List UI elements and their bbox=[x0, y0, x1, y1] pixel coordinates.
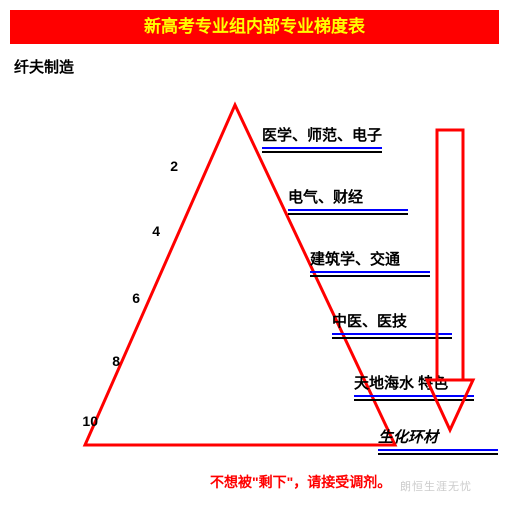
tier-number: 4 bbox=[130, 223, 160, 239]
tier-text: 医学、师范、电子 bbox=[262, 127, 382, 144]
footer-caption: 不想被"剩下"，请接受调剂。 bbox=[210, 472, 391, 492]
tier-underline bbox=[310, 271, 430, 273]
tier-label: 医学、师范、电子 bbox=[262, 124, 382, 153]
tier-underline bbox=[262, 147, 382, 149]
tier-label: 电气、财经 bbox=[288, 186, 408, 215]
tier-text: 中医、医技 bbox=[332, 313, 407, 330]
footer-text: 不想被"剩下"，请接受调剂。 bbox=[210, 474, 391, 490]
tier-number: 10 bbox=[68, 413, 98, 429]
tier-number: 8 bbox=[90, 353, 120, 369]
tier-text: 电气、财经 bbox=[288, 189, 363, 206]
tier-underline bbox=[288, 209, 408, 211]
tier-text: 建筑学、交通 bbox=[310, 251, 400, 268]
watermark-text: 朗恒生涯无忧 bbox=[400, 478, 472, 494]
tier-number: 6 bbox=[110, 290, 140, 306]
diagram-canvas: 新高考专业组内部专业梯度表 纤夫制造 246810 医学、师范、电子电气、财经建… bbox=[0, 0, 509, 508]
tier-number: 2 bbox=[148, 158, 178, 174]
down-arrow-icon bbox=[420, 0, 480, 508]
tier-label: 建筑学、交通 bbox=[310, 248, 430, 277]
